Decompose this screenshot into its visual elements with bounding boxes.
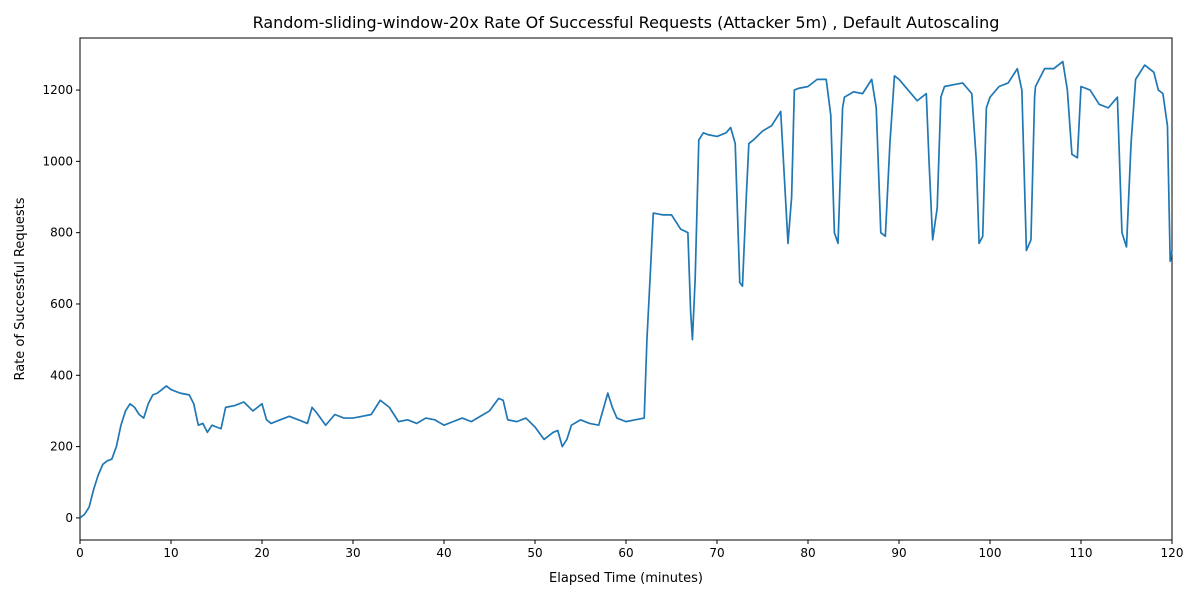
x-tick-label: 120 <box>1161 546 1184 560</box>
x-tick-label: 40 <box>436 546 451 560</box>
y-tick-label: 0 <box>65 511 73 525</box>
x-tick-label: 100 <box>979 546 1002 560</box>
y-tick-label: 200 <box>50 440 73 454</box>
y-tick-label: 1000 <box>42 154 73 168</box>
x-tick-label: 90 <box>891 546 906 560</box>
x-tick-label: 30 <box>345 546 360 560</box>
x-axis-label: Elapsed Time (minutes) <box>549 571 703 586</box>
chart-title: Random-sliding-window-20x Rate Of Succes… <box>253 13 1000 32</box>
y-tick-label: 1200 <box>42 83 73 97</box>
y-tick-label: 400 <box>50 368 73 382</box>
x-tick-label: 70 <box>709 546 724 560</box>
y-tick-label: 800 <box>50 226 73 240</box>
y-axis-label: Rate of Successful Requests <box>13 197 28 380</box>
data-line <box>79 60 1173 519</box>
plot-frame <box>79 37 1173 541</box>
x-tick-label: 10 <box>163 546 178 560</box>
x-tick-label: 50 <box>527 546 542 560</box>
x-tick-label: 80 <box>800 546 815 560</box>
x-tick-label: 0 <box>76 546 84 560</box>
x-tick-label: 60 <box>618 546 633 560</box>
y-tick-label: 600 <box>50 297 73 311</box>
x-tick-label: 20 <box>254 546 269 560</box>
x-tick-label: 110 <box>1070 546 1093 560</box>
